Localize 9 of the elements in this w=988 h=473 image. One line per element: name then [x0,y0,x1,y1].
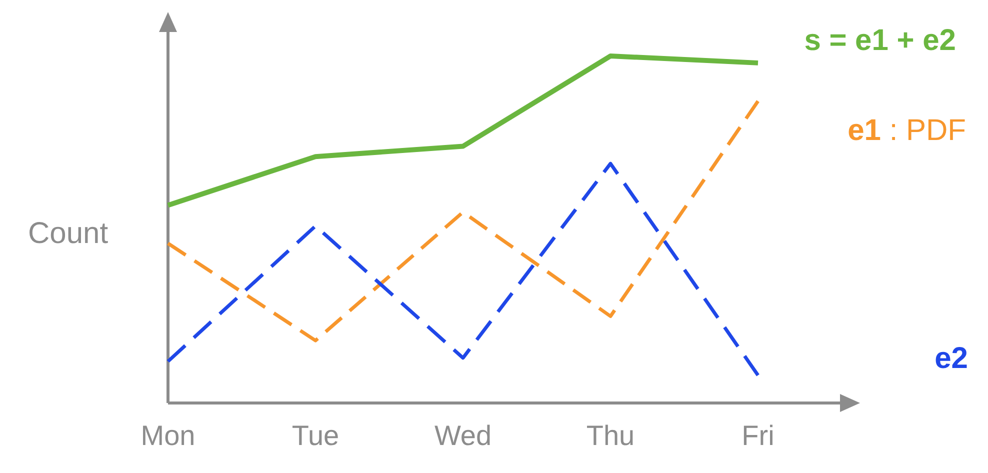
x-tick-label: Fri [742,420,774,451]
text: e2 [934,342,968,375]
series-label: s = e1 + e2 [804,24,956,57]
x-tick-label: Thu [586,420,635,451]
x-tick-label: Mon [140,420,196,451]
text: e1 : PDF [848,114,966,147]
y-axis-title: Count [28,217,109,250]
x-tick-label: Tue [292,420,340,451]
x-tick-label: Wed [434,420,492,451]
